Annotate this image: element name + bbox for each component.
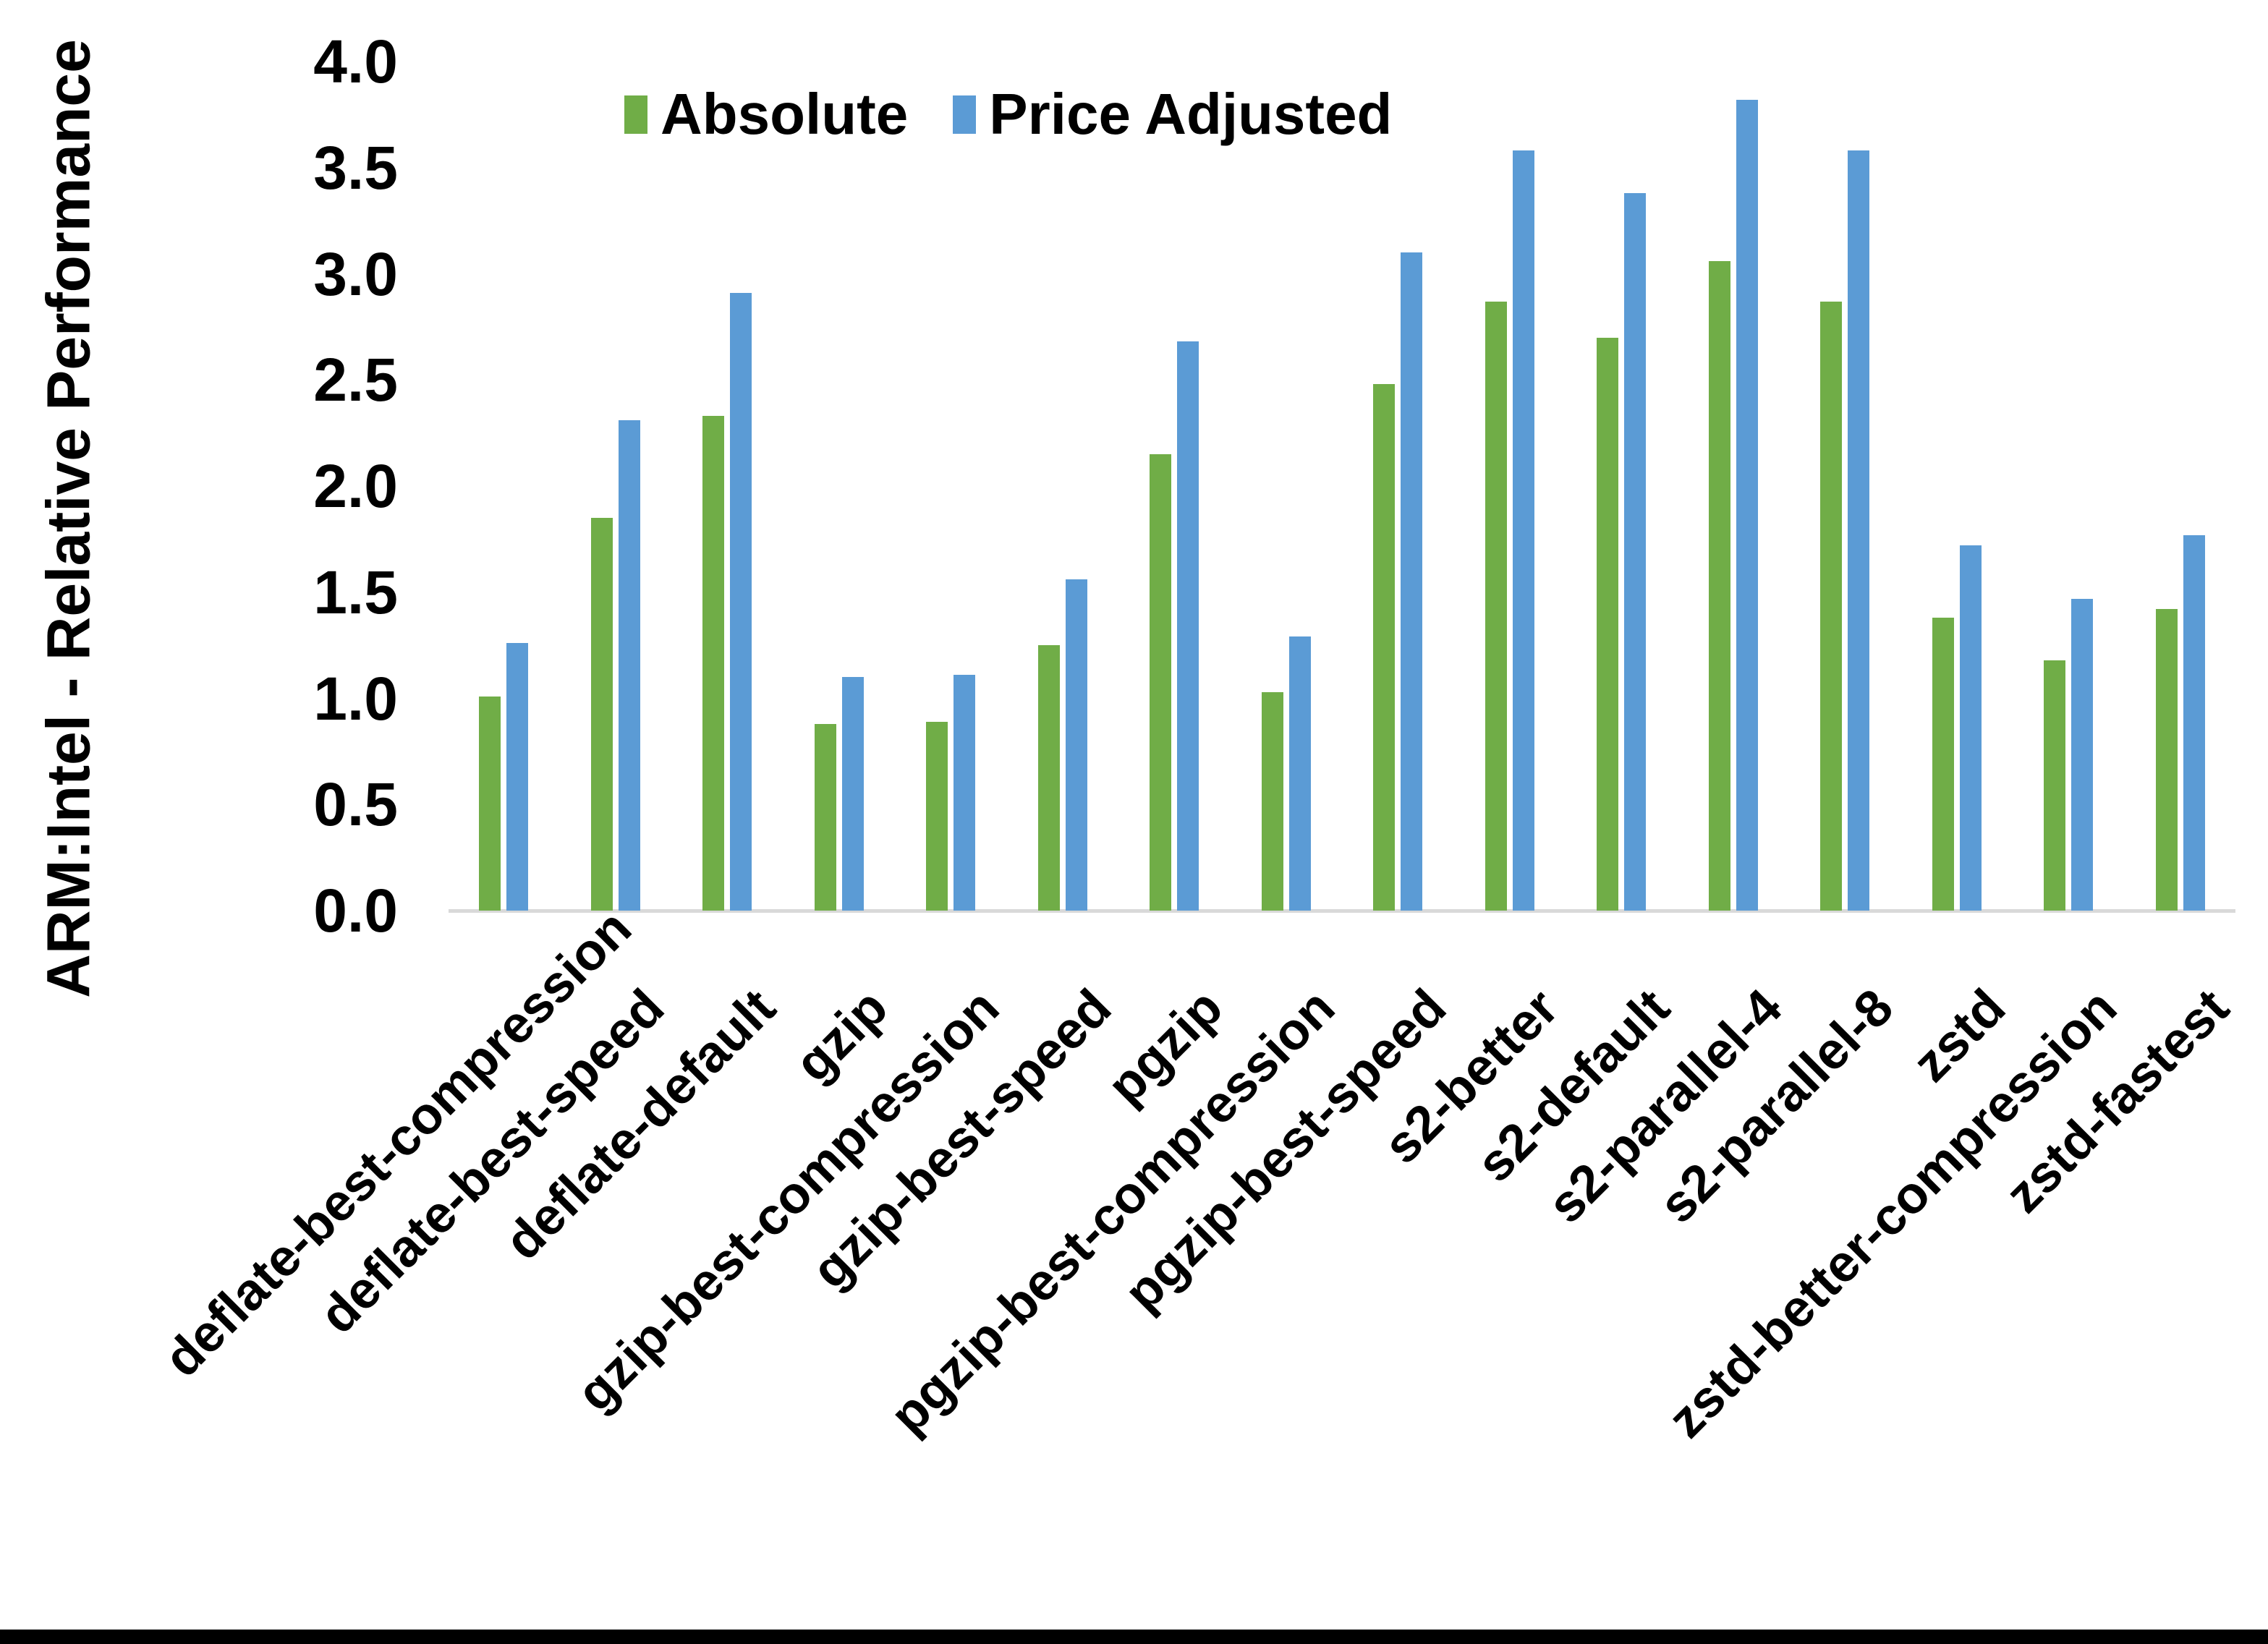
bar-price-adjusted-pgzip bbox=[1177, 341, 1199, 911]
bar-absolute-deflate-default bbox=[702, 416, 724, 911]
legend-item-price-adjusted: Price Adjusted bbox=[953, 85, 1392, 143]
bar-absolute-deflate-best-compression bbox=[479, 697, 501, 911]
y-tick-label: 1.5 bbox=[313, 558, 398, 626]
y-tick-label: 1.0 bbox=[313, 664, 398, 733]
bar-price-adjusted-deflate-best-speed bbox=[618, 420, 640, 911]
x-axis-line bbox=[449, 909, 2235, 913]
bar-price-adjusted-zstd-better-compression bbox=[2071, 599, 2093, 911]
bar-price-adjusted-s2-better bbox=[1512, 150, 1534, 911]
bar-price-adjusted-zstd-fastest bbox=[2183, 535, 2205, 911]
bar-absolute-gzip-best-speed bbox=[1037, 645, 1060, 911]
bar-absolute-deflate-best-speed bbox=[590, 518, 613, 911]
bar-price-adjusted-gzip-best-compression bbox=[954, 675, 975, 911]
bar-absolute-pgzip-best-speed bbox=[1373, 384, 1395, 911]
bar-price-adjusted-deflate-best-compression bbox=[506, 643, 528, 911]
bar-absolute-zstd-fastest bbox=[2155, 609, 2178, 911]
bar-price-adjusted-s2-parallel-8 bbox=[1848, 150, 1869, 911]
bar-price-adjusted-gzip bbox=[841, 677, 864, 911]
bar-price-adjusted-s2-parallel-4 bbox=[1736, 100, 1758, 911]
bar-absolute-zstd bbox=[1932, 618, 1954, 911]
bar-price-adjusted-gzip-best-speed bbox=[1065, 579, 1087, 911]
bar-price-adjusted-pgzip-best-compression bbox=[1288, 636, 1311, 911]
y-tick-label: 3.0 bbox=[313, 239, 398, 308]
bar-absolute-pgzip bbox=[1150, 454, 1171, 911]
bar-price-adjusted-zstd bbox=[1959, 545, 1982, 911]
legend-label-price-adjusted: Price Adjusted bbox=[989, 82, 1393, 146]
bar-absolute-s2-default bbox=[1597, 338, 1618, 911]
legend-swatch-price-adjusted-icon bbox=[953, 95, 977, 134]
legend-item-absolute: Absolute bbox=[624, 85, 908, 143]
legend: Absolute Price Adjusted bbox=[624, 85, 1392, 143]
bar-absolute-zstd-better-compression bbox=[2044, 660, 2065, 911]
bar-absolute-s2-parallel-8 bbox=[1820, 302, 1842, 911]
y-tick-label: 0.0 bbox=[313, 877, 398, 945]
bar-absolute-pgzip-best-compression bbox=[1261, 692, 1283, 911]
bar-price-adjusted-s2-default bbox=[1624, 193, 1646, 911]
legend-label-absolute: Absolute bbox=[661, 82, 909, 146]
y-tick-label: 0.5 bbox=[313, 770, 398, 839]
bar-absolute-gzip bbox=[814, 724, 836, 911]
bar-absolute-s2-better bbox=[1485, 302, 1507, 911]
legend-swatch-absolute-icon bbox=[624, 95, 647, 134]
bar-absolute-s2-parallel-4 bbox=[1708, 261, 1730, 911]
bar-price-adjusted-pgzip-best-speed bbox=[1401, 252, 1422, 911]
y-tick-label: 2.5 bbox=[313, 346, 398, 414]
y-tick-label: 2.0 bbox=[313, 452, 398, 520]
bar-absolute-gzip-best-compression bbox=[926, 722, 948, 911]
bar-price-adjusted-deflate-default bbox=[730, 293, 752, 911]
y-tick-label: 3.5 bbox=[313, 133, 398, 202]
bottom-border bbox=[0, 1630, 2268, 1644]
y-tick-label: 4.0 bbox=[313, 27, 398, 95]
